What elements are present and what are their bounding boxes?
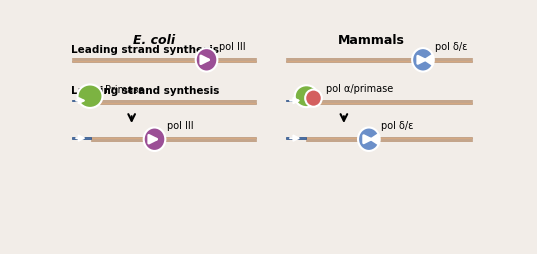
Bar xyxy=(72,58,257,59)
Ellipse shape xyxy=(195,48,217,72)
Text: Mammals: Mammals xyxy=(337,34,404,47)
Bar xyxy=(72,60,257,62)
Ellipse shape xyxy=(305,90,322,107)
Bar xyxy=(286,58,471,59)
Bar xyxy=(91,137,257,139)
Text: pol δ/ε: pol δ/ε xyxy=(436,42,468,52)
Text: Primase: Primase xyxy=(105,85,144,94)
Bar xyxy=(91,102,257,104)
Circle shape xyxy=(295,85,318,107)
Bar xyxy=(72,100,91,101)
Ellipse shape xyxy=(412,48,434,72)
Bar xyxy=(307,137,471,139)
Wedge shape xyxy=(369,133,380,145)
Bar xyxy=(286,60,471,62)
Bar xyxy=(286,137,306,139)
Bar xyxy=(286,100,306,101)
Text: Leading strand synthesis: Leading strand synthesis xyxy=(71,45,219,55)
Text: pol III: pol III xyxy=(167,121,194,131)
Text: pol α/primase: pol α/primase xyxy=(326,84,393,94)
Text: pol δ/ε: pol δ/ε xyxy=(381,121,414,131)
Bar xyxy=(307,102,471,104)
Text: Lagging strand synthesis: Lagging strand synthesis xyxy=(71,86,220,96)
Bar xyxy=(91,140,257,141)
Bar xyxy=(72,137,91,139)
Circle shape xyxy=(77,85,103,108)
Text: pol III: pol III xyxy=(219,42,245,52)
Bar xyxy=(307,100,471,101)
Ellipse shape xyxy=(358,128,380,151)
Text: E. coli: E. coli xyxy=(134,34,176,47)
Bar xyxy=(91,100,257,101)
Bar xyxy=(307,140,471,141)
Wedge shape xyxy=(423,54,434,66)
Ellipse shape xyxy=(144,128,165,151)
